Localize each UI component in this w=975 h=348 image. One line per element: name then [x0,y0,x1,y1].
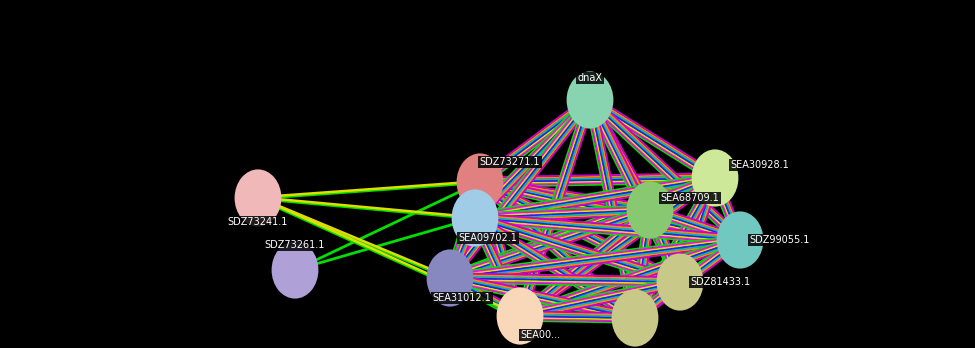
Ellipse shape [566,71,613,129]
Ellipse shape [717,211,763,269]
Text: SEA30928.1: SEA30928.1 [730,160,790,170]
Ellipse shape [235,169,282,227]
Ellipse shape [496,287,543,345]
Ellipse shape [627,181,674,239]
Ellipse shape [656,253,703,311]
Ellipse shape [272,242,319,299]
Text: SDZ73241.1: SDZ73241.1 [228,217,289,227]
Text: SEA00...: SEA00... [520,330,560,340]
Text: SEA31012.1: SEA31012.1 [433,293,491,303]
Text: dnaX: dnaX [577,73,603,83]
Ellipse shape [456,153,503,211]
Ellipse shape [451,189,498,247]
Text: SDZ73261.1: SDZ73261.1 [265,240,326,250]
Text: SEA09702.1: SEA09702.1 [458,233,518,243]
Ellipse shape [611,290,658,347]
Ellipse shape [427,250,474,307]
Text: SDZ99055.1: SDZ99055.1 [750,235,810,245]
Ellipse shape [691,149,738,207]
Text: SDZ81433.1: SDZ81433.1 [690,277,750,287]
Text: SEA68709.1: SEA68709.1 [661,193,720,203]
Text: SDZ73271.1: SDZ73271.1 [480,157,540,167]
